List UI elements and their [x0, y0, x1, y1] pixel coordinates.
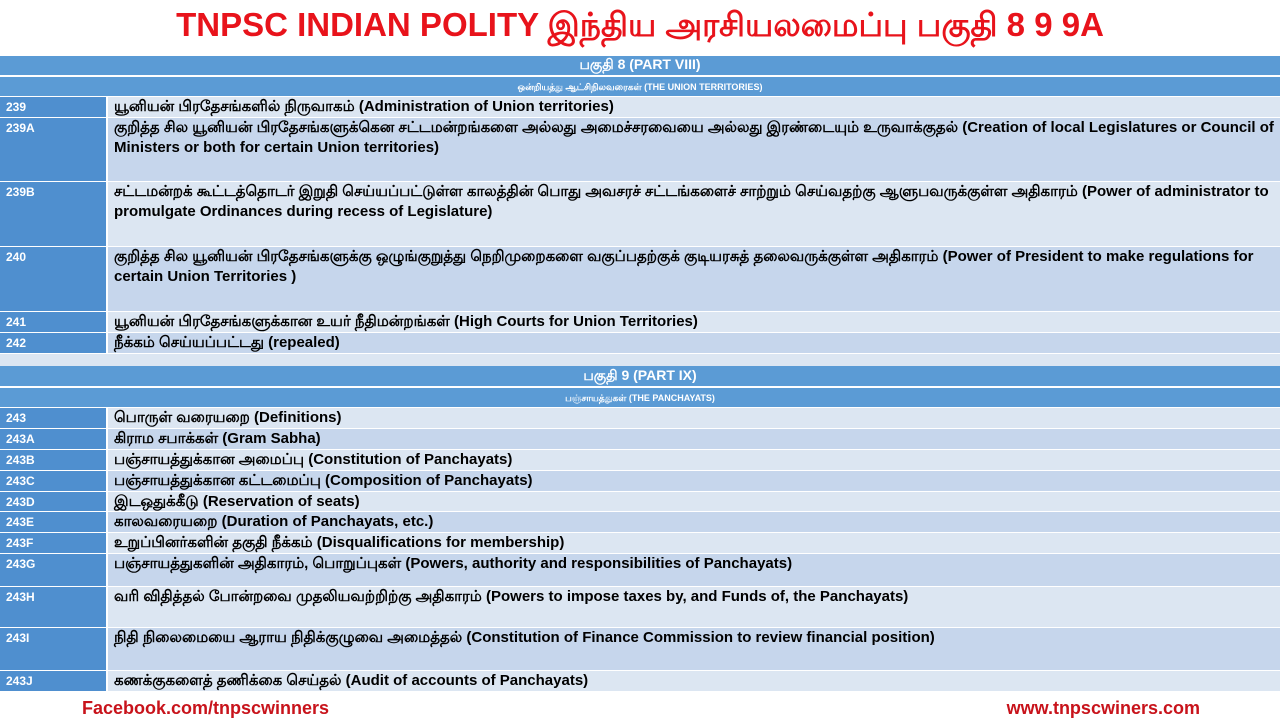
article-number: 243 — [0, 408, 108, 428]
article-title: யூனியன் பிரதேசங்களில் நிருவாகம் (Adminis… — [108, 97, 1280, 117]
page-title: TNPSC INDIAN POLITY இந்திய அரசியலமைப்பு … — [176, 6, 1104, 43]
article-title: கணக்குகளைத் தணிக்கை செய்தல் (Audit of ac… — [108, 671, 1280, 691]
article-title: நீக்கம் செய்யப்பட்டது (repealed) — [108, 333, 1280, 353]
article-number: 239 — [0, 97, 108, 117]
article-number: 241 — [0, 312, 108, 332]
article-number: 243D — [0, 492, 108, 511]
article-number: 243J — [0, 671, 108, 691]
table-row: 243F உறுப்பினர்களின் தகுதி நீக்கம் (Disqu… — [0, 533, 1280, 554]
table-row: 243B பஞ்சாயத்துக்கான அமைப்பு (Constitutio… — [0, 450, 1280, 471]
table-row: 242 நீக்கம் செய்யப்பட்டது (repealed) — [0, 333, 1280, 354]
article-number: 243F — [0, 533, 108, 553]
part-9-header: பகுதி 9 (PART IX) — [0, 366, 1280, 388]
table-row: 240 குறித்த சில யூனியன் பிரதேசங்களுக்கு ஒ… — [0, 247, 1280, 312]
article-title: பஞ்சாயத்துக்கான அமைப்பு (Constitution of… — [108, 450, 1280, 470]
table-row: 243G பஞ்சாயத்துகளின் அதிகாரம், பொறுப்புகள… — [0, 554, 1280, 587]
table-row: 243C பஞ்சாயத்துக்கான கட்டமைப்பு (Composit… — [0, 471, 1280, 492]
article-title: வரி விதித்தல் போன்றவை முதலியவற்றிற்கு அத… — [108, 587, 1280, 627]
table-row: 243J கணக்குகளைத் தணிக்கை செய்தல் (Audit o… — [0, 671, 1280, 692]
table-row: 243E காலவரையறை (Duration of Panchayats, e… — [0, 512, 1280, 533]
article-title: பஞ்சாயத்துக்கான கட்டமைப்பு (Composition … — [108, 471, 1280, 491]
article-number: 243E — [0, 512, 108, 532]
article-number: 239B — [0, 182, 108, 246]
article-number: 243H — [0, 587, 108, 627]
article-title: கிராம சபாக்கள் (Gram Sabha) — [108, 429, 1280, 449]
table-row: 241 யூனியன் பிரதேசங்களுக்கான உயர் நீதிமன்… — [0, 312, 1280, 333]
table-row: 239B சட்டமன்றக் கூட்டத்தொடர் இறுதி செய்யப… — [0, 182, 1280, 247]
article-title: பஞ்சாயத்துகளின் அதிகாரம், பொறுப்புகள் (P… — [108, 554, 1280, 586]
table-row: 243I நிதி நிலைமையை ஆராய நிதிக்குழுவை அமைத… — [0, 628, 1280, 671]
section-gap — [0, 354, 1280, 366]
article-title: உறுப்பினர்களின் தகுதி நீக்கம் (Disqualif… — [108, 533, 1280, 553]
article-title: குறித்த சில யூனியன் பிரதேசங்களுக்கு ஒழுங… — [108, 247, 1280, 311]
part-8-header: பகுதி 8 (PART VIII) — [0, 56, 1280, 77]
website-link[interactable]: www.tnpscwiners.com — [1006, 698, 1200, 718]
article-number: 243A — [0, 429, 108, 449]
article-number: 242 — [0, 333, 108, 353]
part-8-subheader: ஒன்றியத்து ஆட்சிநிலவரைகள் (THE UNION TER… — [0, 77, 1280, 97]
table-row: 243H வரி விதித்தல் போன்றவை முதலியவற்றிற்க… — [0, 587, 1280, 628]
article-number: 239A — [0, 118, 108, 181]
article-title: யூனியன் பிரதேசங்களுக்கான உயர் நீதிமன்றங்… — [108, 312, 1280, 332]
part-9-subheader: பஞ்சாயத்துகள் (THE PANCHAYATS) — [0, 388, 1280, 408]
article-title: காலவரையறை (Duration of Panchayats, etc.) — [108, 512, 1280, 532]
table-row: 239A குறித்த சில யூனியன் பிரதேசங்களுக்கென… — [0, 118, 1280, 182]
table-row: 239 யூனியன் பிரதேசங்களில் நிருவாகம் (Admi… — [0, 97, 1280, 118]
articles-table: பகுதி 8 (PART VIII) ஒன்றியத்து ஆட்சிநிலவ… — [0, 56, 1280, 692]
table-row: 243D இடஒதுக்கீடு (Reservation of seats) — [0, 492, 1280, 512]
article-title: பொருள் வரையறை (Definitions) — [108, 408, 1280, 428]
article-title: சட்டமன்றக் கூட்டத்தொடர் இறுதி செய்யப்பட்… — [108, 182, 1280, 246]
article-title: குறித்த சில யூனியன் பிரதேசங்களுக்கென சட்… — [108, 118, 1280, 181]
table-row: 243A கிராம சபாக்கள் (Gram Sabha) — [0, 429, 1280, 450]
table-row: 243 பொருள் வரையறை (Definitions) — [0, 408, 1280, 429]
article-title: இடஒதுக்கீடு (Reservation of seats) — [108, 492, 1280, 511]
article-number: 243I — [0, 628, 108, 670]
facebook-link[interactable]: Facebook.com/tnpscwinners — [82, 698, 330, 718]
article-number: 243C — [0, 471, 108, 491]
article-number: 243B — [0, 450, 108, 470]
article-title: நிதி நிலைமையை ஆராய நிதிக்குழுவை அமைத்தல்… — [108, 628, 1280, 670]
article-number: 240 — [0, 247, 108, 311]
article-number: 243G — [0, 554, 108, 586]
